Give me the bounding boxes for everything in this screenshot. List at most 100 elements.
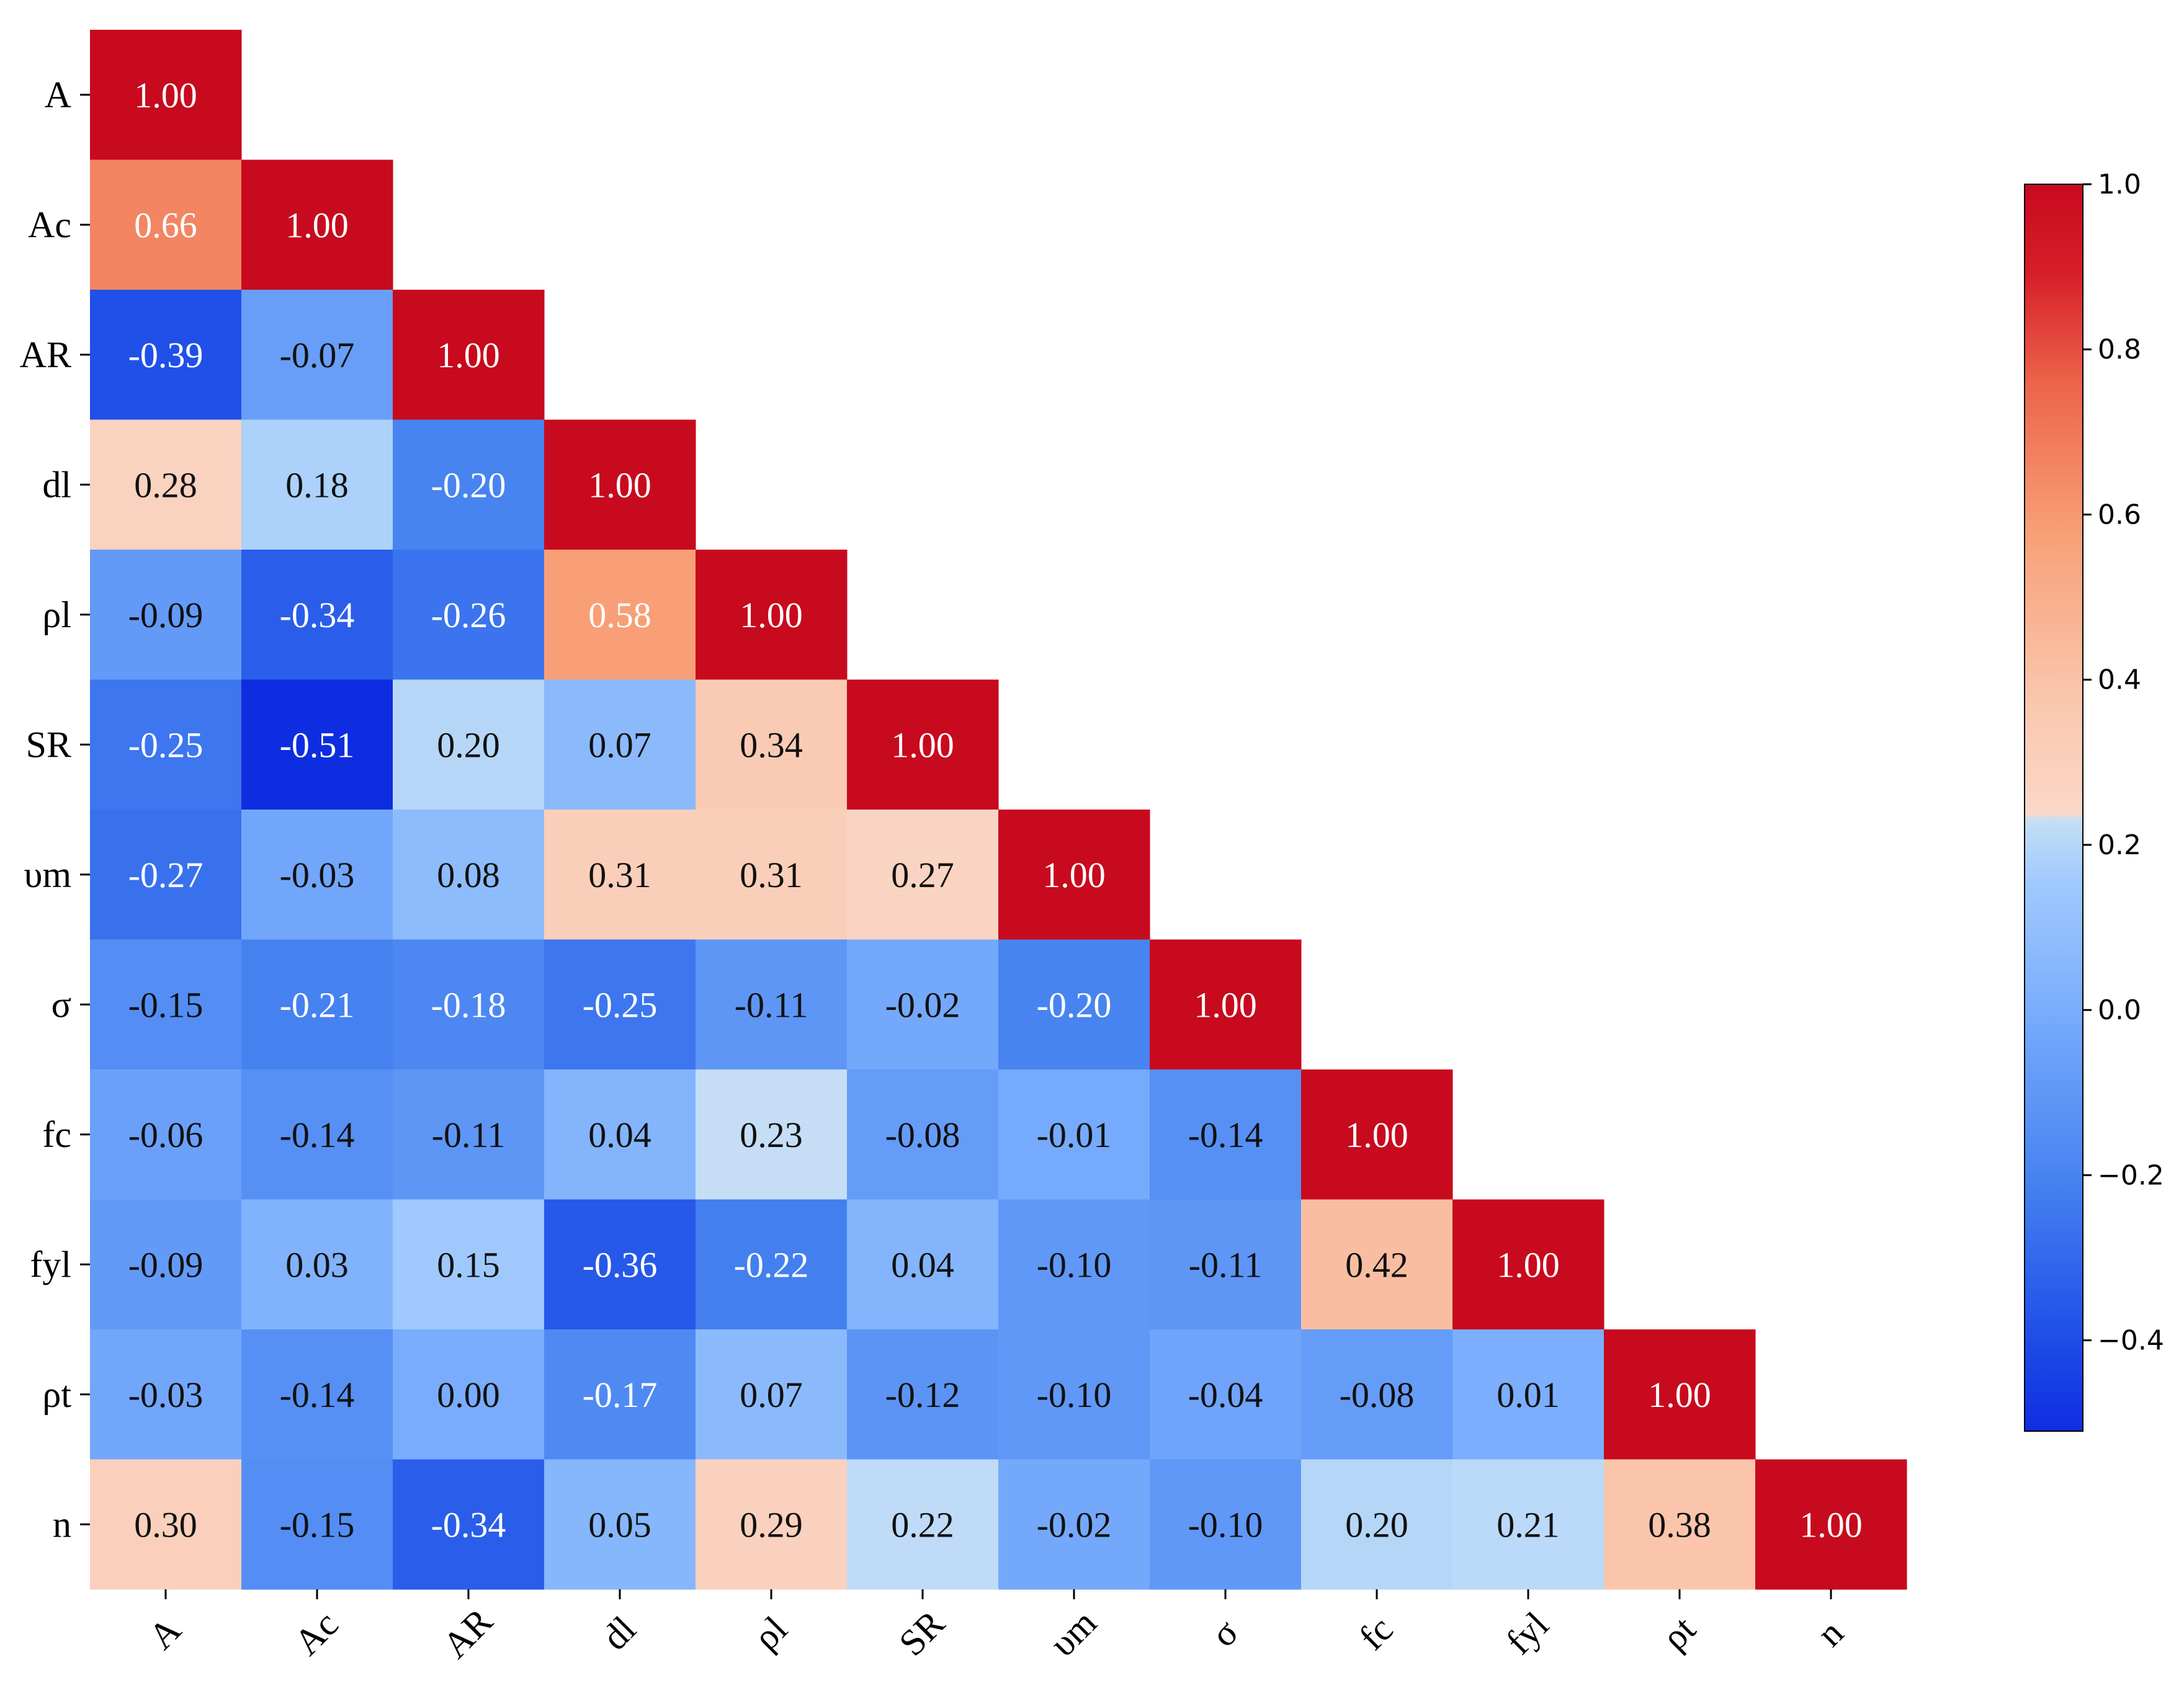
cell-rect bbox=[544, 679, 696, 810]
cell-value-label: -0.03 bbox=[128, 1375, 204, 1415]
heatmap-cell: 0.31 bbox=[696, 810, 848, 940]
heatmap-cell: -0.14 bbox=[241, 1069, 393, 1200]
cell-rect bbox=[544, 1459, 696, 1590]
heatmap-cell: 0.38 bbox=[1604, 1459, 1756, 1590]
row-tick-label: ρl bbox=[42, 594, 71, 635]
cell-rect bbox=[241, 159, 393, 290]
cell-rect bbox=[696, 1199, 848, 1330]
cell-value-label: 0.30 bbox=[134, 1504, 197, 1545]
cell-rect bbox=[696, 1069, 848, 1200]
heatmap-cell: -0.02 bbox=[998, 1459, 1150, 1590]
cell-rect bbox=[1150, 1459, 1302, 1590]
cell-value-label: 0.07 bbox=[588, 725, 651, 765]
cell-value-label: 0.05 bbox=[588, 1504, 651, 1545]
column-tick-label: SR bbox=[891, 1602, 952, 1664]
heatmap-cell: -0.15 bbox=[241, 1459, 393, 1590]
cell-rect bbox=[90, 679, 242, 810]
cell-value-label: -0.08 bbox=[1340, 1375, 1415, 1415]
cell-value-label: -0.17 bbox=[583, 1375, 658, 1415]
cell-value-label: 1.00 bbox=[1648, 1375, 1711, 1415]
cell-rect bbox=[998, 1199, 1150, 1330]
cell-rect bbox=[90, 159, 242, 290]
colorbar-tick-label: −0.4 bbox=[2098, 1325, 2164, 1357]
cell-rect bbox=[393, 679, 545, 810]
heatmap-cell: -0.03 bbox=[90, 1329, 242, 1460]
heatmap-cell: -0.15 bbox=[90, 939, 242, 1070]
cell-rect bbox=[241, 939, 393, 1070]
heatmap-cell: 0.22 bbox=[847, 1459, 999, 1590]
heatmap-cell: -0.08 bbox=[1301, 1329, 1453, 1460]
column-tick-label: ρl bbox=[746, 1609, 795, 1658]
cell-value-label: -0.21 bbox=[280, 984, 355, 1025]
cell-value-label: 1.00 bbox=[1345, 1115, 1408, 1155]
heatmap-cell: -0.10 bbox=[998, 1199, 1150, 1330]
heatmap-cell: 0.58 bbox=[544, 550, 696, 680]
heatmap-cell: -0.22 bbox=[696, 1199, 848, 1330]
heatmap-cell: 1.00 bbox=[847, 679, 999, 810]
cell-value-label: 0.28 bbox=[134, 465, 197, 505]
cell-value-label: -0.39 bbox=[128, 335, 204, 375]
heatmap-cell: -0.20 bbox=[998, 939, 1150, 1070]
cell-rect bbox=[241, 810, 393, 940]
heatmap-cell: 0.00 bbox=[393, 1329, 545, 1460]
cell-value-label: -0.14 bbox=[280, 1375, 355, 1415]
colorbar-tick-label: 0.2 bbox=[2098, 829, 2141, 861]
cell-rect bbox=[393, 1459, 545, 1590]
cell-rect bbox=[241, 550, 393, 680]
colorbar-tick-label: −0.2 bbox=[2098, 1159, 2164, 1191]
heatmap-cell: -0.02 bbox=[847, 939, 999, 1070]
heatmap-cell: 0.66 bbox=[90, 159, 242, 290]
column-tick-label: υm bbox=[1042, 1602, 1104, 1664]
cell-value-label: 0.34 bbox=[740, 725, 803, 765]
column-tick-label: AR bbox=[435, 1600, 501, 1666]
cell-value-label: -0.01 bbox=[1037, 1115, 1112, 1155]
heatmap-cell: -0.07 bbox=[241, 290, 393, 420]
heatmap-cell: -0.10 bbox=[998, 1329, 1150, 1460]
cell-value-label: -0.20 bbox=[1037, 984, 1112, 1025]
heatmap-cell: -0.04 bbox=[1150, 1329, 1302, 1460]
cell-value-label: -0.20 bbox=[431, 465, 506, 505]
colorbar-tick-label: 0.8 bbox=[2098, 334, 2141, 365]
cell-value-label: 0.01 bbox=[1497, 1375, 1560, 1415]
row-tick-label: ρt bbox=[42, 1374, 71, 1415]
row-tick-label: fyl bbox=[30, 1244, 71, 1285]
heatmap-cell: -0.25 bbox=[544, 939, 696, 1070]
heatmap-cell: 0.03 bbox=[241, 1199, 393, 1330]
heatmap-cell: -0.10 bbox=[1150, 1459, 1302, 1590]
heatmap-cell: -0.25 bbox=[90, 679, 242, 810]
cell-value-label: -0.51 bbox=[280, 725, 355, 765]
cell-value-label: 0.42 bbox=[1345, 1244, 1408, 1285]
heatmap-cell: -0.09 bbox=[90, 1199, 242, 1330]
heatmap-cell: 0.27 bbox=[847, 810, 999, 940]
heatmap-cell: -0.20 bbox=[393, 419, 545, 550]
cell-value-label: 1.00 bbox=[1497, 1244, 1560, 1285]
cell-value-label: 0.21 bbox=[1497, 1504, 1560, 1545]
cell-rect bbox=[544, 1069, 696, 1200]
cell-value-label: 0.23 bbox=[740, 1115, 803, 1155]
cell-value-label: -0.11 bbox=[735, 984, 808, 1025]
cell-rect bbox=[90, 1329, 242, 1460]
cell-rect bbox=[393, 1329, 545, 1460]
cell-value-label: -0.07 bbox=[280, 335, 355, 375]
colorbar-tick-label: 0.6 bbox=[2098, 499, 2141, 530]
row-tick-labels: A Ac AR dl ρl SR υm σ fc fyl ρt n bbox=[20, 74, 90, 1545]
heatmap-cell: 0.28 bbox=[90, 419, 242, 550]
cell-value-label: 1.00 bbox=[891, 725, 954, 765]
heatmap-cell: 0.20 bbox=[393, 679, 545, 810]
cell-value-label: -0.02 bbox=[885, 984, 960, 1025]
cell-rect bbox=[90, 1069, 242, 1200]
cell-value-label: -0.26 bbox=[431, 595, 506, 635]
cell-value-label: 0.20 bbox=[1345, 1504, 1408, 1545]
heatmap-cell: 1.00 bbox=[1604, 1329, 1756, 1460]
cell-rect bbox=[544, 1329, 696, 1460]
heatmap-cell: 0.01 bbox=[1452, 1329, 1604, 1460]
column-tick-label: ρt bbox=[1654, 1609, 1704, 1658]
heatmap-cell: 0.04 bbox=[544, 1069, 696, 1200]
cell-rect bbox=[544, 939, 696, 1070]
cell-value-label: -0.14 bbox=[1188, 1115, 1263, 1155]
cell-rect bbox=[1755, 1459, 1907, 1590]
column-tick-label: fc bbox=[1351, 1609, 1401, 1658]
heatmap-cell: 1.00 bbox=[393, 290, 545, 420]
cell-rect bbox=[90, 1199, 242, 1330]
cell-value-label: -0.09 bbox=[128, 1244, 204, 1285]
